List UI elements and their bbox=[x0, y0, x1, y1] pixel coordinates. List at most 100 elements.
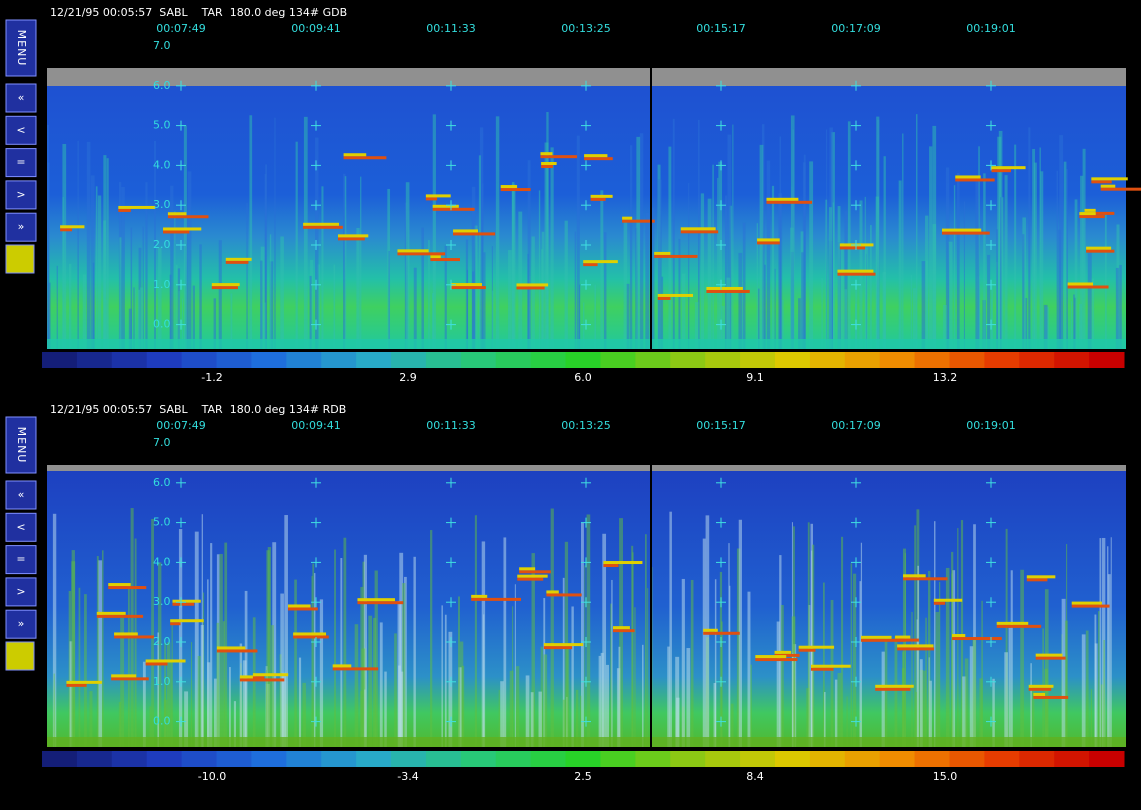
echo-layer bbox=[903, 574, 926, 578]
echo-layer bbox=[1084, 211, 1115, 215]
echo-layer bbox=[66, 683, 87, 687]
echo-streak bbox=[157, 632, 160, 747]
scale-label: 15.0 bbox=[933, 770, 958, 783]
echo-streak bbox=[531, 236, 535, 349]
echo-streak bbox=[1022, 234, 1025, 349]
echo-layer bbox=[774, 653, 800, 657]
echo-streak bbox=[294, 579, 297, 747]
echo-streak bbox=[859, 581, 862, 747]
echo-streak bbox=[239, 643, 243, 747]
nav-button[interactable] bbox=[5, 148, 37, 178]
echo-streak bbox=[631, 545, 634, 747]
echo-layer bbox=[757, 241, 780, 245]
nav-button[interactable] bbox=[5, 512, 37, 542]
nav-button[interactable] bbox=[5, 609, 37, 639]
echo-layer bbox=[430, 255, 441, 259]
echo-streak bbox=[1074, 199, 1078, 349]
echo-streak bbox=[405, 182, 410, 349]
echo-streak bbox=[514, 584, 516, 747]
echo-streak bbox=[174, 211, 176, 349]
echo-streak bbox=[121, 186, 125, 349]
echo-streak bbox=[894, 636, 898, 747]
echo-streak bbox=[191, 642, 193, 747]
echo-streak bbox=[975, 178, 980, 349]
colorbar-segment bbox=[600, 352, 636, 368]
nav-button[interactable] bbox=[5, 180, 37, 210]
nav-button-label: < bbox=[16, 520, 25, 533]
echo-layer bbox=[357, 601, 404, 605]
echo-layer bbox=[706, 289, 750, 293]
time-label: 00:13:25 bbox=[561, 22, 610, 35]
echo-layer bbox=[118, 208, 131, 212]
echo-streak bbox=[738, 519, 743, 747]
echo-layer bbox=[680, 230, 719, 234]
echo-layer bbox=[108, 583, 131, 587]
nav-button[interactable] bbox=[5, 115, 37, 145]
echo-streak bbox=[356, 227, 360, 349]
echo-layer bbox=[211, 286, 238, 290]
echo-layer bbox=[252, 673, 289, 677]
echo-layer bbox=[897, 647, 935, 651]
menu-button[interactable] bbox=[5, 416, 37, 474]
echo-layer bbox=[543, 643, 584, 647]
echo-layer bbox=[810, 664, 851, 668]
echo-layer bbox=[1067, 282, 1094, 286]
menu-label: MENU bbox=[15, 427, 28, 464]
colorbar-segment bbox=[460, 751, 497, 767]
echo-streak bbox=[963, 201, 965, 349]
color-button[interactable] bbox=[5, 641, 35, 671]
color-button[interactable] bbox=[5, 244, 35, 274]
echo-streak bbox=[605, 664, 610, 747]
echo-layer bbox=[167, 212, 187, 216]
echo-streak bbox=[430, 530, 433, 747]
echo-streak bbox=[741, 281, 744, 349]
echo-streak bbox=[661, 276, 664, 349]
echo-layer bbox=[1086, 249, 1115, 253]
echo-streak bbox=[1043, 304, 1048, 349]
header: 12/21/95 00:05:57 SABL TAR 180.0 deg 134… bbox=[50, 6, 347, 19]
nav-button[interactable] bbox=[5, 577, 37, 607]
echo-streak bbox=[952, 570, 956, 747]
echo-streak bbox=[1063, 161, 1067, 349]
colorbar-segment bbox=[356, 751, 392, 767]
colorbar-segment bbox=[914, 751, 950, 767]
echo-streak bbox=[690, 579, 694, 747]
echo-streak bbox=[361, 648, 365, 747]
time-label: 00:19:01 bbox=[966, 22, 1015, 35]
echo-streak bbox=[71, 561, 76, 747]
echo-layer bbox=[657, 296, 671, 300]
echo-layer bbox=[397, 252, 446, 256]
echo-streak bbox=[145, 182, 148, 349]
echo-streak bbox=[1010, 570, 1013, 747]
menu-label: MENU bbox=[15, 30, 28, 67]
echo-layer bbox=[108, 586, 147, 590]
nav-button[interactable] bbox=[5, 212, 37, 242]
echo-layer bbox=[167, 215, 209, 219]
echo-layer bbox=[516, 283, 549, 287]
echo-streak bbox=[771, 185, 775, 349]
colorbar-segment bbox=[600, 751, 636, 767]
echo-streak bbox=[1064, 620, 1068, 747]
echo-streak bbox=[618, 646, 621, 747]
echo-layer bbox=[96, 614, 144, 618]
echo-streak bbox=[840, 242, 844, 349]
colorbar-segment bbox=[984, 352, 1020, 368]
echo-layer bbox=[546, 590, 559, 594]
nav-button[interactable] bbox=[5, 83, 37, 113]
echo-streak bbox=[651, 207, 655, 349]
time-label: 00:11:33 bbox=[426, 419, 475, 432]
echo-streak bbox=[404, 576, 407, 747]
colorbar-segment bbox=[321, 352, 357, 368]
colorbar-segment bbox=[495, 751, 532, 767]
echo-streak bbox=[242, 660, 247, 747]
echo-layer bbox=[622, 219, 655, 223]
echo-layer bbox=[1091, 177, 1128, 181]
echo-streak bbox=[996, 229, 998, 349]
echo-streak bbox=[541, 231, 545, 349]
menu-button[interactable] bbox=[5, 19, 37, 77]
nav-button[interactable] bbox=[5, 480, 37, 510]
echo-layer bbox=[172, 599, 201, 603]
echo-streak bbox=[847, 121, 851, 349]
echo-layer bbox=[337, 234, 369, 238]
nav-button[interactable] bbox=[5, 545, 37, 575]
